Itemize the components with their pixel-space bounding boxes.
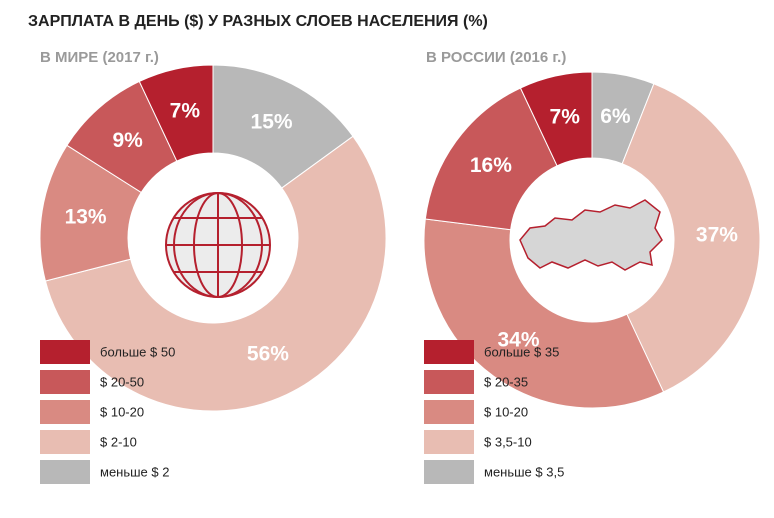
legend-label: $ 3,5-10 — [484, 434, 532, 449]
legend-swatch — [424, 370, 474, 394]
value-label: 13% — [65, 205, 107, 228]
legend-label: $ 2-10 — [100, 434, 137, 449]
globe-icon — [165, 192, 271, 298]
value-label: 6% — [600, 105, 631, 128]
donut-slice — [423, 218, 665, 409]
legend-swatch — [424, 430, 474, 454]
value-label: 7% — [550, 106, 581, 129]
value-label: 9% — [113, 129, 144, 152]
legend-swatch — [424, 340, 474, 364]
legend-label: $ 20-50 — [100, 374, 144, 389]
chart-title: В МИРЕ (2017 г.) — [40, 49, 159, 66]
value-label: 34% — [498, 329, 540, 352]
legend-swatch — [40, 370, 90, 394]
legend-swatch — [424, 400, 474, 424]
value-label: 7% — [170, 100, 201, 123]
value-label: 56% — [247, 342, 289, 365]
donut-slice — [519, 71, 593, 167]
value-label: 16% — [470, 154, 512, 177]
legend-label: больше $ 35 — [484, 344, 559, 359]
legend-swatch — [40, 460, 90, 484]
icons — [165, 192, 663, 298]
legend-swatch — [40, 430, 90, 454]
legend-label: больше $ 50 — [100, 344, 175, 359]
legend-label: меньше $ 3,5 — [484, 464, 564, 479]
legend-label: $ 10-20 — [484, 404, 528, 419]
legend-label: $ 10-20 — [100, 404, 144, 419]
donut-slice — [621, 83, 761, 393]
legend-label: меньше $ 2 — [100, 464, 169, 479]
chart-title: В РОССИИ (2016 г.) — [426, 49, 566, 66]
legend-swatch — [40, 400, 90, 424]
legend-swatch — [40, 340, 90, 364]
value-label: 15% — [251, 111, 293, 134]
legend-label: $ 20-35 — [484, 374, 528, 389]
legend-swatch — [424, 460, 474, 484]
page-title: ЗАРПЛАТА В ДЕНЬ ($) У РАЗНЫХ СЛОЕВ НАСЕЛ… — [28, 13, 488, 30]
donut-slice — [138, 64, 214, 162]
russia-map-icon — [519, 199, 663, 271]
value-label: 37% — [696, 224, 738, 247]
donut-slice — [424, 87, 558, 231]
